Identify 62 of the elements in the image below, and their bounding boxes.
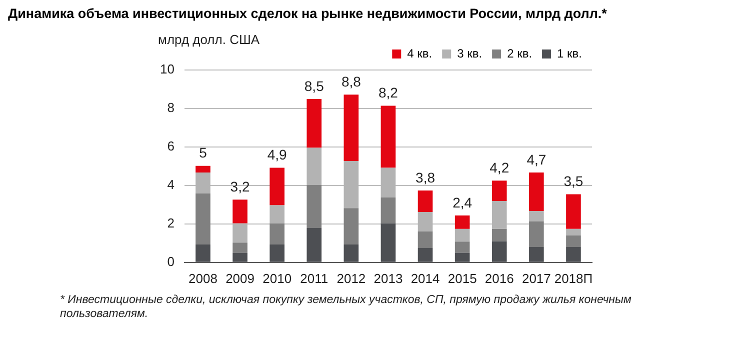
x-tick-label: 2009: [226, 270, 254, 286]
chart-title: Динамика объема инвестиционных сделок на рынке недвижимости России, млрд долл.*: [8, 6, 607, 21]
bar: [529, 221, 544, 248]
bar: [196, 193, 210, 245]
total-label: 8,2: [378, 84, 398, 101]
total-label: 4,2: [490, 159, 510, 176]
total-label: 4,9: [267, 146, 288, 163]
x-tick-label: 2010: [262, 270, 292, 286]
y-tick-label: 6: [167, 138, 174, 154]
bar: [380, 198, 396, 224]
bar: [196, 166, 210, 173]
x-tick-label: 2017: [522, 270, 551, 286]
x-tick-label: 2013: [374, 270, 403, 286]
total-label: 8,5: [304, 78, 324, 94]
y-tick-label: 4: [167, 177, 174, 192]
bar: [306, 99, 322, 148]
bar: [492, 228, 507, 242]
total-label: 3,5: [564, 173, 584, 190]
x-tick-label: 2014: [410, 270, 440, 286]
total-label: 4,7: [526, 151, 546, 168]
legend-label: 2 кв.: [507, 46, 532, 60]
bar: [492, 180, 507, 202]
total-label: 3,8: [416, 169, 436, 186]
y-tick-label: 8: [167, 100, 174, 116]
total-label: 3,2: [230, 178, 250, 195]
bar: [454, 215, 470, 229]
y-tick-label: 2: [167, 216, 174, 230]
bar: [270, 223, 284, 245]
x-tick-label: 2012: [336, 270, 366, 286]
bar: [306, 148, 322, 186]
legend-label: 3 кв.: [457, 46, 482, 60]
bar: [232, 200, 248, 224]
bar: [566, 194, 581, 229]
legend-label: 1 кв.: [557, 46, 582, 60]
bar: [454, 228, 470, 242]
bar: [566, 228, 581, 236]
x-tick-label: 2018П: [554, 270, 593, 286]
text: * Инвестиционные сделки, исключая покупку земельных участков, СП, прямую продажу жилья конечным пользователям.: [60, 293, 632, 321]
bar: [270, 205, 284, 224]
legend-label: 4 кв.: [407, 46, 432, 60]
total-label: 5: [199, 144, 208, 161]
bar: [306, 185, 322, 228]
bar: [418, 190, 433, 212]
x-tick-label: 2008: [188, 270, 218, 286]
bar: [380, 106, 396, 168]
bar: [418, 231, 433, 248]
total-label: 8,8: [341, 73, 362, 90]
x-tick-label: 2016: [484, 270, 514, 286]
bar: [566, 235, 581, 248]
bar: [344, 208, 359, 245]
bar: [270, 168, 284, 206]
bar: [232, 242, 248, 253]
bar: [454, 242, 470, 253]
bar: [344, 94, 359, 162]
x-tick-label: 2011: [300, 270, 328, 286]
total-label: 2,4: [452, 194, 472, 210]
y-tick-label: 0: [167, 254, 174, 269]
x-tick-label: 2015: [448, 270, 477, 286]
bar: [529, 211, 544, 222]
y-tick-label: 10: [160, 62, 174, 77]
bar: [529, 172, 544, 212]
y-axis-title: млрд долл. США: [158, 32, 260, 47]
